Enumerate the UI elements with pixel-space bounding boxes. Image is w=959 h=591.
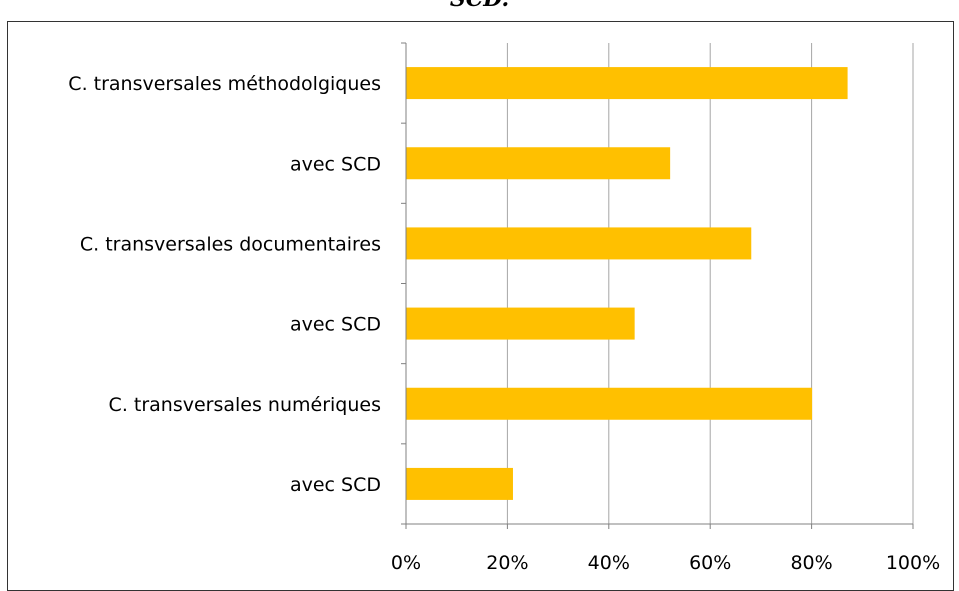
x-tick-label: 60% bbox=[689, 552, 731, 574]
x-tick-label: 0% bbox=[391, 552, 421, 574]
category-label: avec SCD bbox=[290, 153, 381, 175]
bar bbox=[406, 147, 671, 180]
bar bbox=[406, 307, 635, 340]
category-label: C. transversales numériques bbox=[109, 394, 381, 416]
x-tick-label: 100% bbox=[886, 552, 940, 574]
x-tick-label: 80% bbox=[790, 552, 832, 574]
bar bbox=[406, 467, 513, 500]
x-tick-label: 20% bbox=[486, 552, 528, 574]
category-label: C. transversales méthodolgiques bbox=[68, 73, 381, 95]
chart-title: SCD. bbox=[0, 0, 959, 12]
category-label: avec SCD bbox=[290, 474, 381, 496]
bar bbox=[406, 387, 813, 420]
category-label: avec SCD bbox=[290, 314, 381, 336]
category-label: C. transversales documentaires bbox=[80, 233, 381, 255]
bar bbox=[406, 67, 848, 100]
x-tick-label: 40% bbox=[588, 552, 630, 574]
bar bbox=[406, 227, 752, 260]
